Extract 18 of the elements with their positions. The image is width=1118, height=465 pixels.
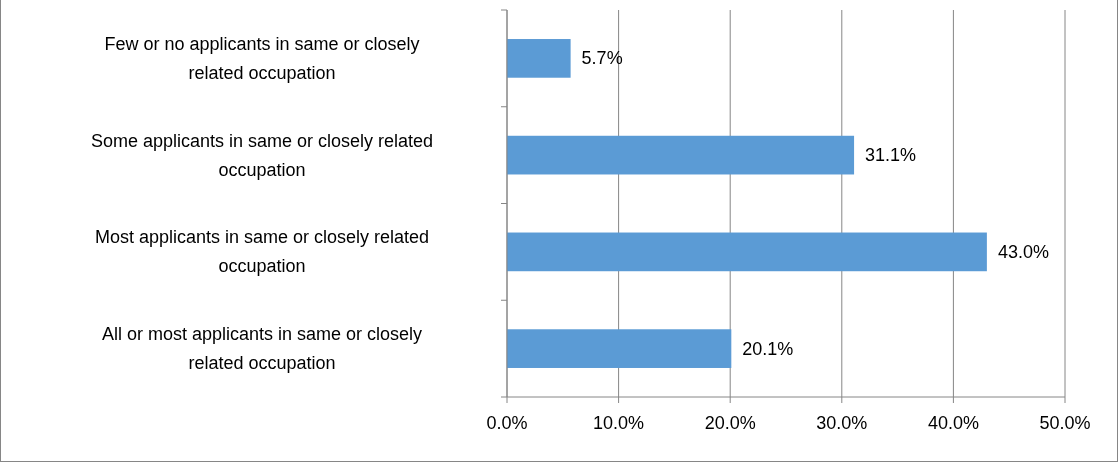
x-tick-label: 40.0% [927,413,979,433]
data-label: 20.1% [742,338,794,359]
bar [507,39,571,78]
x-tick-label: 10.0% [593,413,645,433]
y-tick-label: Some applicants in same or closely related occupation [90,130,434,180]
bar [507,329,732,368]
bar [507,232,987,272]
y-tick-label: All or most applicants in same or closely related occupation [101,324,423,374]
data-label: 5.7% [581,48,623,69]
y-tick-label: Few or no applicants in same or closely related occupation [104,33,420,83]
y-tick-label: Most applicants in same or closely related occupation [94,227,430,277]
x-tick-label: 50.0% [1039,413,1091,433]
data-label: 43.0% [997,241,1049,262]
x-tick-label: 0.0% [486,413,528,433]
data-label: 31.1% [865,145,917,166]
bar [507,135,855,175]
x-tick-label: 20.0% [704,413,756,433]
x-tick-label: 30.0% [816,413,868,433]
